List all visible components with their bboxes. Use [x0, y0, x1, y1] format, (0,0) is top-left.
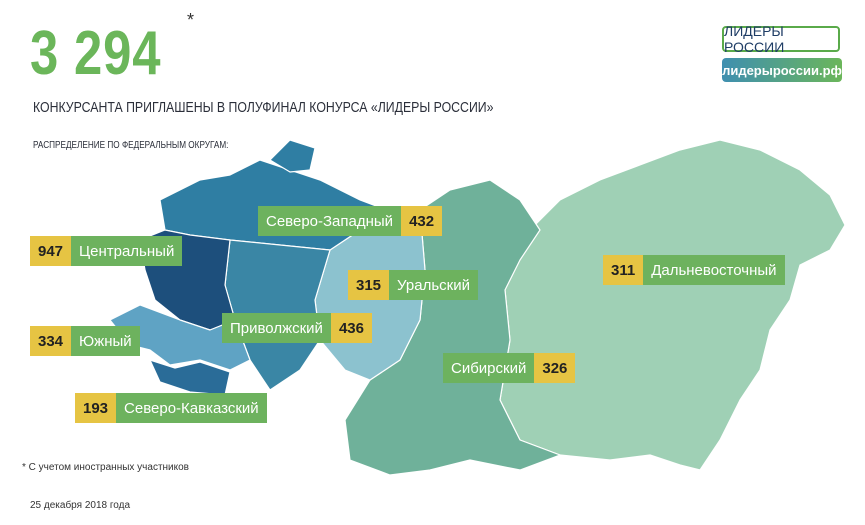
- label-north-caucasus: 193 Северо-Кавказский: [75, 393, 267, 423]
- footnote-mark: *: [187, 10, 195, 30]
- distribution-label: РАСПРЕДЕЛЕНИЕ ПО ФЕДЕРАЛЬНЫМ ОКРУГАМ:: [33, 140, 229, 151]
- label-south: 334 Южный: [30, 326, 140, 356]
- region-south: [109, 304, 251, 371]
- name-ural: Уральский: [389, 270, 478, 300]
- label-central: 947 Центральный: [30, 236, 183, 266]
- date: 25 декабря 2018 года: [30, 500, 131, 511]
- name-south: Южный: [71, 326, 140, 356]
- name-central: Центральный: [71, 236, 183, 266]
- name-far-east: Дальневосточный: [643, 255, 785, 285]
- value-north-caucasus: 193: [75, 393, 117, 423]
- value-northwest: 432: [401, 206, 443, 236]
- subtitle: КОНКУРСАНТА ПРИГЛАШЕНЫ В ПОЛУФИНАЛ КОНУР…: [33, 99, 494, 116]
- label-volga: Приволжский 436: [222, 313, 372, 343]
- value-siberian: 326: [534, 353, 576, 383]
- value-ural: 315: [348, 270, 390, 300]
- name-volga: Приволжский: [222, 313, 331, 343]
- region-north-caucasus: [149, 359, 231, 396]
- label-northwest: Северо-Западный 432: [258, 206, 443, 236]
- region-far-east: [499, 139, 846, 471]
- value-far-east: 311: [603, 255, 644, 285]
- name-north-caucasus: Северо-Кавказский: [116, 393, 267, 423]
- value-volga: 436: [330, 313, 372, 343]
- value-south: 334: [30, 326, 72, 356]
- label-ural: 315 Уральский: [348, 270, 478, 300]
- name-siberian: Сибирский: [443, 353, 535, 383]
- total-count: 3 294: [30, 19, 162, 88]
- label-siberian: Сибирский 326: [443, 353, 576, 383]
- region-kola: [269, 139, 316, 173]
- name-northwest: Северо-Западный: [258, 206, 402, 236]
- label-far-east: 311 Дальневосточный: [603, 255, 785, 285]
- footnote: * С учетом иностранных участников: [22, 462, 189, 473]
- logo-site[interactable]: лидерыроссии.рф: [722, 58, 842, 82]
- logo-name: ЛИДЕРЫ РОССИИ: [722, 23, 840, 55]
- value-central: 947: [30, 236, 72, 266]
